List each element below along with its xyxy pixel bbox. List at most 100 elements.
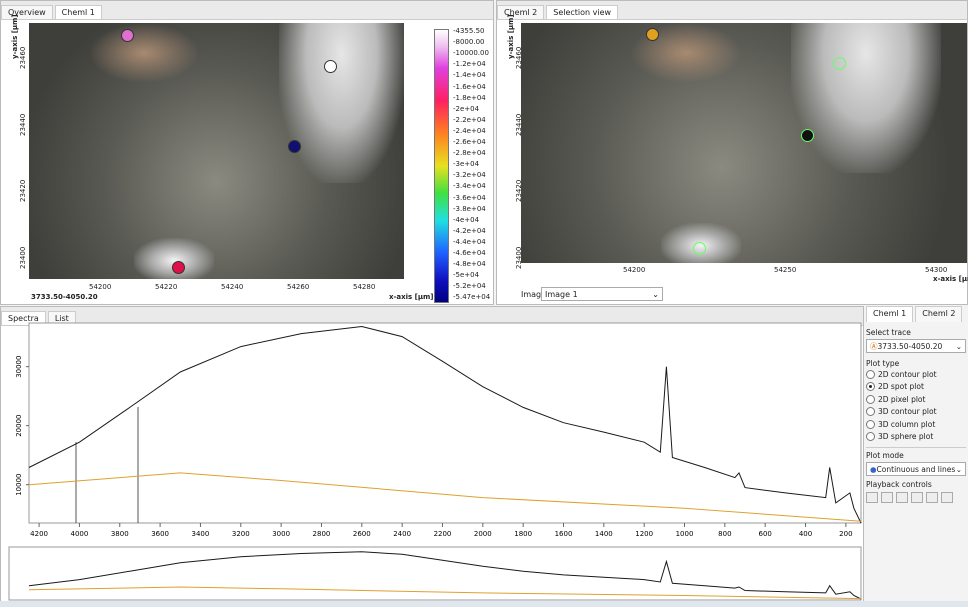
x-tick-label: 54280: [353, 283, 375, 291]
mode-dropdown[interactable]: ●Continuous and lines⌄: [866, 462, 966, 476]
y-tick-label: 10000: [15, 474, 23, 496]
tint-region: [89, 23, 199, 83]
axis-label: x-axis [µm]: [933, 275, 968, 283]
tab[interactable]: Selection view: [546, 5, 618, 19]
radio[interactable]: 2D pixel plot: [866, 393, 966, 406]
label: Playback controls: [866, 480, 966, 489]
colorbar-label: -5.47e+04: [453, 293, 490, 301]
marker: [693, 242, 706, 255]
x-tick-label: 54220: [155, 283, 177, 291]
button[interactable]: [881, 492, 893, 503]
colorbar-label: -1.8e+04: [453, 94, 486, 102]
marker: [801, 129, 814, 142]
colorbar-label: -4.8e+04: [453, 260, 486, 268]
radio-label: 2D spot plot: [878, 382, 924, 391]
x-tick-label: 2000: [474, 530, 492, 538]
button[interactable]: [926, 492, 938, 503]
colorbar-label: -3.8e+04: [453, 205, 486, 213]
x-tick-label: 800: [718, 530, 731, 538]
dropdown-value: 3733.50-4050.20: [878, 342, 943, 351]
y-tick-label: 23460: [515, 47, 523, 69]
radio-label: 2D pixel plot: [878, 395, 925, 404]
image-dropdown[interactable]: Image 1⌄: [541, 287, 663, 301]
label: Plot mode: [866, 447, 966, 460]
x-tick-label: 54200: [623, 266, 645, 274]
colorbar-label: -1.4e+04: [453, 71, 486, 79]
x-tick-label: 200: [839, 530, 852, 538]
radio[interactable]: 3D column plot: [866, 418, 966, 431]
colorbar-label: -2e+04: [453, 105, 479, 113]
colorbar-label: -2.4e+04: [453, 127, 486, 135]
radio[interactable]: 3D contour plot: [866, 406, 966, 419]
x-tick-label: 1000: [676, 530, 694, 538]
button[interactable]: [896, 492, 908, 503]
colorbar-label: -2.2e+04: [453, 116, 486, 124]
x-tick-label: 1400: [595, 530, 613, 538]
tab[interactable]: Overview: [1, 5, 53, 19]
dropdown-value: Image 1: [545, 290, 578, 299]
button[interactable]: [911, 492, 923, 503]
colorbar-label: -4.6e+04: [453, 249, 486, 257]
tab-bar: Cheml 1Cheml 2: [866, 306, 966, 322]
x-tick-label: 54240: [221, 283, 243, 291]
x-tick-label: 54250: [774, 266, 796, 274]
right-panel: Cheml 2Selection view y-axis [µm] x-axis…: [496, 0, 968, 305]
bright-region: [791, 23, 941, 173]
marker: [288, 140, 301, 153]
app: OverviewCheml 1 y-axis [µm] x-axis [µm] …: [0, 0, 968, 607]
colorbar-label: -1.6e+04: [453, 83, 486, 91]
colorbar-label: -3e+04: [453, 160, 479, 168]
x-tick-label: 54200: [89, 283, 111, 291]
tab[interactable]: Cheml 1: [55, 5, 102, 19]
image: [29, 23, 404, 279]
radio-button: [866, 420, 875, 429]
radio[interactable]: 2D contour plot: [866, 368, 966, 381]
radio-button: [866, 395, 875, 404]
axis-label: y-axis [µm]: [11, 14, 19, 59]
radio-label: 3D contour plot: [878, 407, 937, 416]
bright-region: [279, 23, 404, 183]
radio[interactable]: 3D sphere plot: [866, 431, 966, 444]
x-tick-label: 2800: [313, 530, 331, 538]
tab[interactable]: Cheml 1: [866, 306, 913, 322]
marker: [121, 29, 134, 42]
x-tick-label: 3400: [192, 530, 210, 538]
x-tick-label: 1200: [635, 530, 653, 538]
colorbar-label: -5.2e+04: [453, 282, 486, 290]
y-tick-label: 23420: [19, 180, 27, 202]
x-tick-label: 2200: [434, 530, 452, 538]
label: Plot type: [866, 359, 966, 368]
radio[interactable]: 2D spot plot: [866, 381, 966, 394]
dropdown-value: Continuous and lines: [877, 465, 956, 474]
x-tick-label: 3600: [151, 530, 169, 538]
x-tick-label: 3800: [111, 530, 129, 538]
button[interactable]: [941, 492, 953, 503]
axis-label: y-axis [µm]: [507, 14, 515, 59]
range-label: 3733.50-4050.20: [31, 293, 98, 301]
x-tick-label: 400: [799, 530, 812, 538]
radio-label: 3D column plot: [878, 420, 935, 429]
image: [521, 23, 967, 263]
tab[interactable]: Cheml 2: [497, 5, 544, 19]
spectrum-chart: 4200400038003600340032003000280026002400…: [1, 307, 863, 601]
y-tick-label: 20000: [15, 415, 23, 437]
colorbar-label: -4.2e+04: [453, 227, 486, 235]
x-tick-label: 4000: [71, 530, 89, 538]
button[interactable]: [866, 492, 878, 503]
marker: [646, 28, 659, 41]
y-tick-label: 23400: [515, 247, 523, 269]
radio-button: [866, 382, 875, 391]
x-tick-label: 600: [759, 530, 772, 538]
colorbar-label: -4e+04: [453, 216, 479, 224]
label: Select trace: [866, 328, 966, 337]
colorbar-label: -3.4e+04: [453, 182, 486, 190]
y-tick-label: 23440: [19, 113, 27, 135]
x-tick-label: 1600: [555, 530, 573, 538]
tab[interactable]: Cheml 2: [915, 306, 962, 322]
x-tick-label: 54300: [925, 266, 947, 274]
playback-controls: [866, 492, 966, 503]
